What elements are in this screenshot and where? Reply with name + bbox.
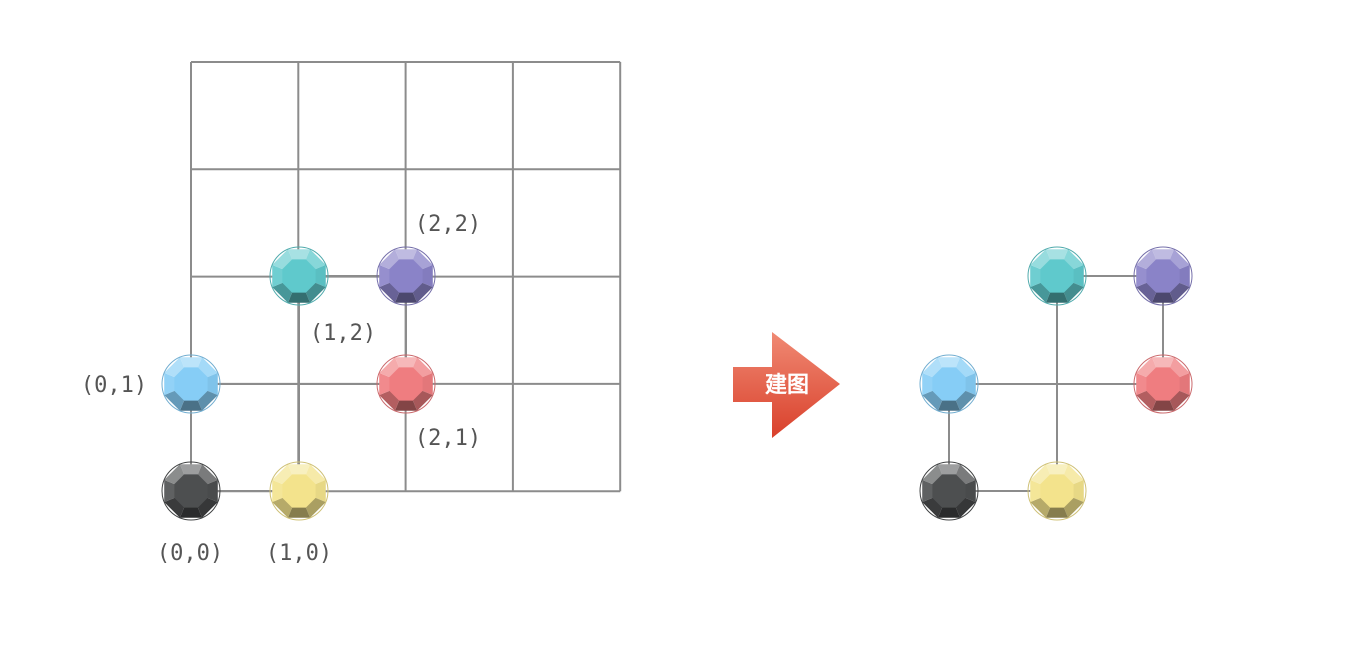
gem-table: [932, 474, 966, 508]
gem-table: [282, 259, 316, 293]
gem-table: [1146, 367, 1180, 401]
gem-table: [1146, 259, 1180, 293]
gem-table: [174, 367, 208, 401]
right-graph-edges: [948, 275, 1164, 492]
gem-outline: [1133, 354, 1193, 414]
gem-table: [174, 474, 208, 508]
left-purple-gem-icon: [376, 246, 436, 306]
left-dark-gray-gem-icon: [161, 461, 221, 521]
gem-table: [932, 367, 966, 401]
left-grid: (0,0) (1,0) (0,1) (1,2) (2,2) (2,1): [81, 61, 622, 566]
arrow-icon: [733, 332, 840, 438]
gem-outline: [919, 354, 979, 414]
right-purple-gem-icon: [1133, 246, 1193, 306]
right-light-blue-gem-icon: [919, 354, 979, 414]
right-red-gem-icon: [1133, 354, 1193, 414]
gem-outline: [376, 246, 436, 306]
right-graph: [919, 246, 1193, 521]
gem-outline: [1027, 461, 1087, 521]
gem-outline: [1027, 246, 1087, 306]
gem-outline: [269, 246, 329, 306]
gem-outline: [376, 354, 436, 414]
gem-table: [1040, 474, 1074, 508]
coord-label-2-2: (2,2): [415, 212, 481, 237]
coord-label-2-1: (2,1): [415, 426, 481, 451]
right-dark-gray-gem-icon: [919, 461, 979, 521]
coord-label-1-0: (1,0): [266, 541, 332, 566]
gem-outline: [919, 461, 979, 521]
gem-table: [282, 474, 316, 508]
gem-outline: [161, 461, 221, 521]
coord-label-1-2: (1,2): [310, 321, 376, 346]
gem-table: [1040, 259, 1074, 293]
right-teal-gem-icon: [1027, 246, 1087, 306]
arrow-label: 建图: [765, 373, 809, 398]
left-yellow-gem-icon: [269, 461, 329, 521]
left-graph-edges: [190, 275, 407, 492]
coord-label-0-0: (0,0): [157, 541, 223, 566]
left-gems: [161, 246, 436, 521]
right-yellow-gem-icon: [1027, 461, 1087, 521]
gem-table: [389, 259, 423, 293]
gem-outline: [1133, 246, 1193, 306]
left-red-gem-icon: [376, 354, 436, 414]
gem-table: [389, 367, 423, 401]
left-light-blue-gem-icon: [161, 354, 221, 414]
gem-outline: [269, 461, 329, 521]
right-gems: [919, 246, 1193, 521]
coord-label-0-1: (0,1): [81, 373, 147, 398]
gem-outline: [161, 354, 221, 414]
left-teal-gem-icon: [269, 246, 329, 306]
build-graph-arrow: 建图: [733, 332, 840, 438]
